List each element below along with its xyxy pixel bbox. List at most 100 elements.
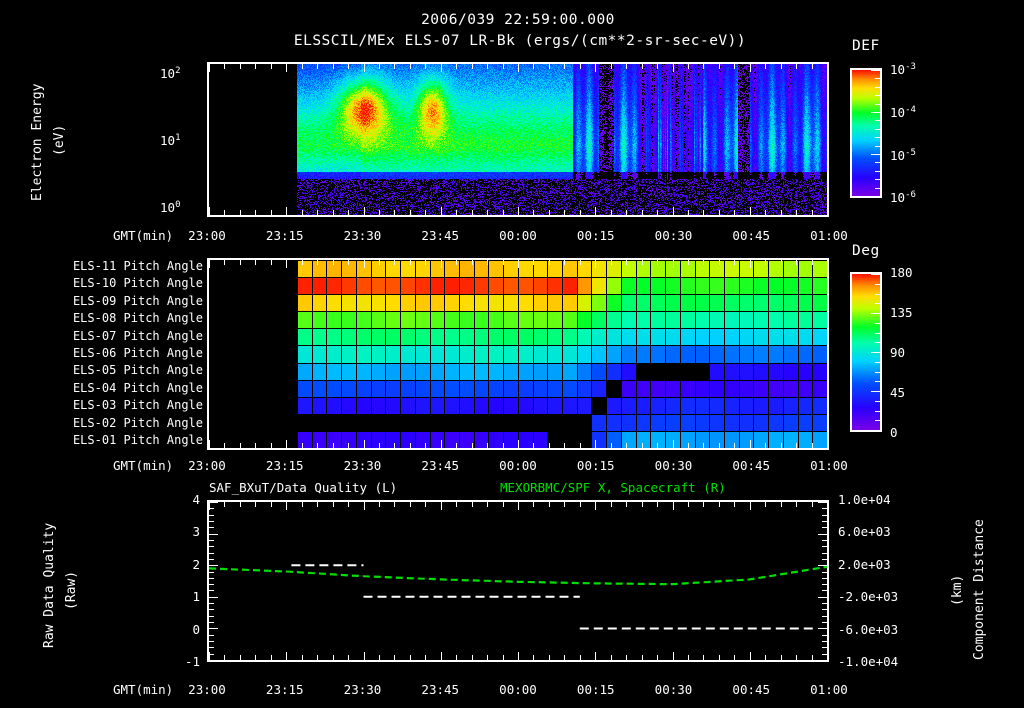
xtick-label: 00:15 — [576, 458, 615, 473]
deg-colorbar — [850, 272, 882, 432]
xtick-label: 00:00 — [499, 458, 537, 473]
bottom-panel-ylabel-left-unit: (Raw) — [64, 570, 79, 610]
xtick-label: 00:30 — [654, 682, 693, 697]
pitch-angle-row-labels: ELS-11 Pitch Angle ELS-10 Pitch Angle ELS-… — [55, 258, 203, 450]
ytick-exponent: 2 — [175, 66, 181, 76]
pitch-angle-row-label: ELS-03 Pitch Angle — [72, 398, 203, 413]
xtick-label: 23:15 — [265, 682, 304, 697]
xtick-label: 00:00 — [499, 682, 537, 697]
bottom-legend-left: SAF_BXuT/Data Quality (L) — [209, 480, 398, 495]
xtick-label: 00:45 — [732, 228, 771, 243]
bottom-panel-xtick-labels: 23:00 23:15 23:30 23:45 00:00 00:15 00:30 00:45… — [188, 682, 848, 698]
xtick-label: 23:00 — [188, 228, 226, 243]
xtick-label: 23:45 — [421, 228, 460, 243]
pitch-angle-row-label: ELS-05 Pitch Angle — [72, 363, 203, 378]
pitch-angle-row-label: ELS-11 Pitch Angle — [72, 258, 203, 273]
bottom-panel-xaxis-prefix: GMT(min) — [113, 682, 174, 697]
mid-panel-xaxis-prefix: GMT(min) — [113, 458, 174, 473]
deg-colorbar-tick: 180 — [890, 265, 913, 280]
xtick-label: 23:00 — [188, 458, 226, 473]
cb-exponent: -5 — [905, 148, 916, 158]
ytick-exponent: 0 — [175, 200, 181, 210]
electron-energy-spectrogram[interactable] — [207, 62, 829, 217]
xtick-label: 00:15 — [576, 682, 615, 697]
top-panel-ytick-2: 102 — [160, 66, 180, 81]
cb-exponent: -4 — [905, 105, 916, 115]
pitch-angle-row-label: ELS-09 Pitch Angle — [72, 293, 203, 308]
pitch-angle-row-label: ELS-10 Pitch Angle — [72, 276, 203, 291]
bottom-ytick-left: 4 — [192, 492, 200, 507]
cb-mantissa: 10 — [890, 62, 906, 78]
deg-colorbar-label: Deg — [852, 243, 880, 259]
xtick-label: 23:45 — [421, 682, 460, 697]
def-colorbar-tick-0: 10-3 — [890, 62, 916, 77]
bottom-panel-ylabel-left-main: Raw Data Quality — [42, 522, 57, 648]
xtick-label: 23:00 — [188, 682, 226, 697]
bottom-ytick-left: 1 — [192, 589, 200, 605]
cb-exponent: -6 — [905, 190, 916, 200]
def-colorbar-label: DEF — [852, 38, 880, 54]
xtick-label: 00:15 — [576, 228, 615, 243]
plot-title-dataset: ELSSCIL/MEx ELS-07 LR-Bk (ergs/(cm**2-sr… — [293, 33, 747, 49]
bottom-legend-right: MEXORBMC/SPF X, Spacecraft (R) — [500, 480, 726, 495]
ytick-mantissa: 10 — [160, 200, 176, 216]
deg-colorbar-tick-labels: 180 135 90 45 0 — [890, 265, 950, 441]
xtick-label: 00:30 — [654, 228, 693, 243]
deg-colorbar-tick: 45 — [890, 385, 906, 400]
pitch-angle-row-label: ELS-02 Pitch Angle — [72, 415, 203, 430]
bottom-ytick-left: 3 — [192, 524, 200, 540]
pitch-angle-row-label: ELS-07 Pitch Angle — [72, 328, 203, 343]
xtick-label: 23:45 — [421, 458, 460, 473]
def-colorbar — [850, 68, 882, 198]
bottom-ytick-right: 2.0e+03 — [838, 556, 891, 572]
bottom-panel-ytick-labels-right: 1.0e+04 6.0e+03 2.0e+03 -2.0e+03 -6.0e+03 -1.… — [838, 492, 948, 669]
top-panel-ylabel-main: Electron Energy — [30, 83, 45, 201]
bottom-ytick-left: 2 — [192, 556, 200, 572]
deg-colorbar-tick: 135 — [890, 305, 913, 320]
pitch-angle-spectrogram[interactable] — [207, 258, 829, 450]
top-panel-xtick-labels: 23:00 23:15 23:30 23:45 00:00 00:15 00:30 00:45… — [188, 228, 848, 244]
pitch-angle-row-label: ELS-08 Pitch Angle — [72, 311, 203, 326]
xtick-label: 23:15 — [265, 228, 304, 243]
top-panel-ylabel-unit: (eV) — [52, 124, 67, 156]
cb-mantissa: 10 — [890, 190, 906, 206]
xtick-label: 23:30 — [343, 228, 382, 243]
mid-panel-xtick-labels: 23:00 23:15 23:30 23:45 00:00 00:15 00:30 00:45… — [188, 458, 848, 474]
cb-mantissa: 10 — [890, 105, 906, 121]
xtick-label: 00:45 — [732, 458, 771, 473]
pitch-angle-row-label: ELS-06 Pitch Angle — [72, 346, 203, 360]
pitch-angle-row-label: ELS-01 Pitch Angle — [72, 433, 203, 448]
xtick-label: 23:15 — [265, 458, 304, 473]
bottom-panel-ytick-labels-left: 4 3 2 1 0 -1 — [170, 492, 200, 669]
ytick-mantissa: 10 — [160, 66, 176, 82]
bottom-ytick-left: 0 — [192, 621, 200, 637]
bottom-panel-ylabel-right-main: Component Distance — [972, 519, 987, 661]
ytick-mantissa: 10 — [160, 133, 176, 149]
bottom-ytick-right: -6.0e+03 — [838, 621, 899, 637]
cb-mantissa: 10 — [890, 148, 906, 164]
def-colorbar-tick-2: 10-5 — [890, 148, 916, 163]
top-panel-ytick-0: 100 — [160, 200, 180, 215]
top-panel-ytick-1: 101 — [160, 133, 180, 148]
data-quality-distance-plot[interactable] — [207, 500, 829, 662]
bottom-ytick-right: 6.0e+03 — [838, 524, 891, 540]
deg-colorbar-tick: 90 — [890, 345, 906, 360]
def-colorbar-tick-1: 10-4 — [890, 105, 916, 120]
bottom-ytick-right: 1.0e+04 — [838, 492, 891, 507]
top-panel-xaxis-prefix: GMT(min) — [113, 228, 174, 243]
xtick-label: 00:00 — [499, 228, 537, 243]
bottom-ytick-left: -1 — [184, 654, 200, 669]
xtick-label: 01:00 — [810, 682, 848, 697]
pitch-angle-row-label: ELS-04 Pitch Angle — [72, 380, 203, 395]
xtick-label: 00:45 — [732, 682, 771, 697]
xtick-label: 01:00 — [810, 228, 848, 243]
bottom-ytick-right: -2.0e+03 — [838, 589, 899, 605]
bottom-panel-ylabel-right-unit: (km) — [950, 574, 965, 606]
cb-exponent: -3 — [905, 62, 916, 72]
xtick-label: 23:30 — [343, 682, 382, 697]
xtick-label: 23:30 — [343, 458, 382, 473]
ytick-exponent: 1 — [175, 133, 181, 143]
bottom-ytick-right: -1.0e+04 — [838, 654, 899, 669]
xtick-label: 00:30 — [654, 458, 693, 473]
xtick-label: 01:00 — [810, 458, 848, 473]
